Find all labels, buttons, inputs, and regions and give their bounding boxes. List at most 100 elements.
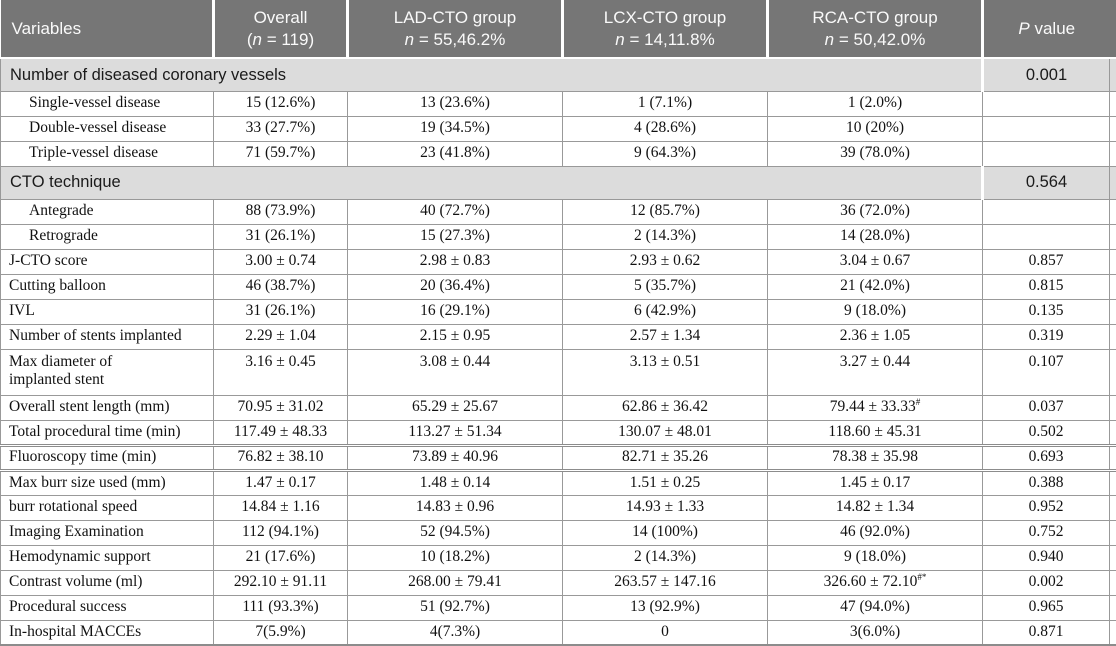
row-edge-sliver — [1110, 116, 1116, 141]
row-edge-sliver — [1110, 470, 1116, 495]
group-subtitle: n = 50,42.0% — [825, 30, 926, 49]
cell-rca: 3.27 ± 0.44 — [768, 349, 983, 395]
cell-rca: 3(6.0%) — [768, 620, 983, 645]
cell-lcx: 9 (64.3%) — [563, 141, 768, 166]
cell-lad: 2.15 ± 0.95 — [348, 324, 563, 349]
cell-lad: 73.89 ± 40.96 — [348, 445, 563, 470]
group-title: LAD-CTO group — [394, 8, 517, 27]
cell-overall: 46 (38.7%) — [214, 274, 348, 299]
cell-p-value — [983, 224, 1110, 249]
header-row: Variables Overall (n = 119) LAD-CTO group n … — [1, 0, 1116, 58]
cell-overall: 14.84 ± 1.16 — [214, 495, 348, 520]
row-edge-sliver — [1110, 224, 1116, 249]
cell-lcx: 5 (35.7%) — [563, 274, 768, 299]
cell-p-value — [983, 91, 1110, 116]
cell-p-value: 0.940 — [983, 545, 1110, 570]
cell-overall: 292.10 ± 91.11 — [214, 570, 348, 595]
cell-rca: 1 (2.0%) — [768, 91, 983, 116]
cell-overall: 15 (12.6%) — [214, 91, 348, 116]
cell-rca: 326.60 ± 72.10#* — [768, 570, 983, 595]
cell-overall: 71 (59.7%) — [214, 141, 348, 166]
cell-rca: 46 (92.0%) — [768, 520, 983, 545]
row-label: Max burr size used (mm) — [1, 470, 214, 495]
cell-rca: 1.45 ± 0.17 — [768, 470, 983, 495]
row-label: burr rotational speed — [1, 495, 214, 520]
cell-p-value: 0.857 — [983, 249, 1110, 274]
cell-p-value: 0.107 — [983, 349, 1110, 395]
cell-lad: 65.29 ± 25.67 — [348, 395, 563, 420]
cell-rca: 14.82 ± 1.34 — [768, 495, 983, 520]
column-header-variables: Variables — [1, 0, 214, 58]
cell-overall: 7(5.9%) — [214, 620, 348, 645]
cell-rca: 21 (42.0%) — [768, 274, 983, 299]
row-label: Number of stents implanted — [1, 324, 214, 349]
cell-lcx: 12 (85.7%) — [563, 199, 768, 224]
cell-overall: 21 (17.6%) — [214, 545, 348, 570]
cell-p-value: 0.135 — [983, 299, 1110, 324]
cell-lad: 2.98 ± 0.83 — [348, 249, 563, 274]
cell-overall: 31 (26.1%) — [214, 299, 348, 324]
cell-value: 326.60 ± 72.10 — [824, 573, 918, 590]
cell-lcx: 2 (14.3%) — [563, 545, 768, 570]
row-edge-sliver — [1110, 620, 1116, 645]
row-label: Triple-vessel disease — [1, 141, 214, 166]
header-edge-sliver — [1110, 0, 1116, 58]
row-label: IVL — [1, 299, 214, 324]
table-row: Total procedural time (min)117.49 ± 48.3… — [1, 420, 1116, 445]
group-title: RCA-CTO group — [812, 8, 937, 27]
cell-lcx: 130.07 ± 48.01 — [563, 420, 768, 445]
column-header-group-0: Overall (n = 119) — [214, 0, 348, 58]
group-subtitle: n = 55,46.2% — [405, 30, 506, 49]
row-edge-sliver — [1110, 199, 1116, 224]
cell-lad: 268.00 ± 79.41 — [348, 570, 563, 595]
row-edge-sliver — [1110, 324, 1116, 349]
group-subtitle: n = 14,11.8% — [615, 30, 714, 49]
cell-p-value: 0.001 — [983, 58, 1110, 91]
cell-lcx: 82.71 ± 35.26 — [563, 445, 768, 470]
cell-rca: 79.44 ± 33.33# — [768, 395, 983, 420]
cell-lcx: 14.93 ± 1.33 — [563, 495, 768, 520]
cell-lcx: 2.93 ± 0.62 — [563, 249, 768, 274]
cell-rca: 47 (94.0%) — [768, 595, 983, 620]
column-header-group-1: LAD-CTO group n = 55,46.2% — [348, 0, 563, 58]
row-label: Double-vessel disease — [1, 116, 214, 141]
cell-p-value — [983, 141, 1110, 166]
cell-rca: 10 (20%) — [768, 116, 983, 141]
cell-overall: 3.00 ± 0.74 — [214, 249, 348, 274]
cell-overall: 33 (27.7%) — [214, 116, 348, 141]
cell-lad: 10 (18.2%) — [348, 545, 563, 570]
cell-lad: 3.08 ± 0.44 — [348, 349, 563, 395]
cell-lad: 14.83 ± 0.96 — [348, 495, 563, 520]
cell-overall: 111 (93.3%) — [214, 595, 348, 620]
cell-lcx: 0 — [563, 620, 768, 645]
cell-superscript: #* — [917, 572, 926, 582]
group-title: Overall — [254, 8, 308, 27]
cell-overall: 2.29 ± 1.04 — [214, 324, 348, 349]
row-label: Total procedural time (min) — [1, 420, 214, 445]
cell-rca: 78.38 ± 35.98 — [768, 445, 983, 470]
section-label: Number of diseased coronary vessels — [1, 58, 983, 91]
group-subtitle: (n = 119) — [247, 30, 314, 49]
cell-rca: 36 (72.0%) — [768, 199, 983, 224]
cell-overall: 3.16 ± 0.45 — [214, 349, 348, 395]
cell-lad: 113.27 ± 51.34 — [348, 420, 563, 445]
cell-value: 79.44 ± 33.33 — [830, 398, 916, 415]
cell-lcx: 1 (7.1%) — [563, 91, 768, 116]
row-edge-sliver — [1110, 249, 1116, 274]
section-label: CTO technique — [1, 166, 983, 199]
cell-p-value: 0.871 — [983, 620, 1110, 645]
row-edge-sliver — [1110, 495, 1116, 520]
